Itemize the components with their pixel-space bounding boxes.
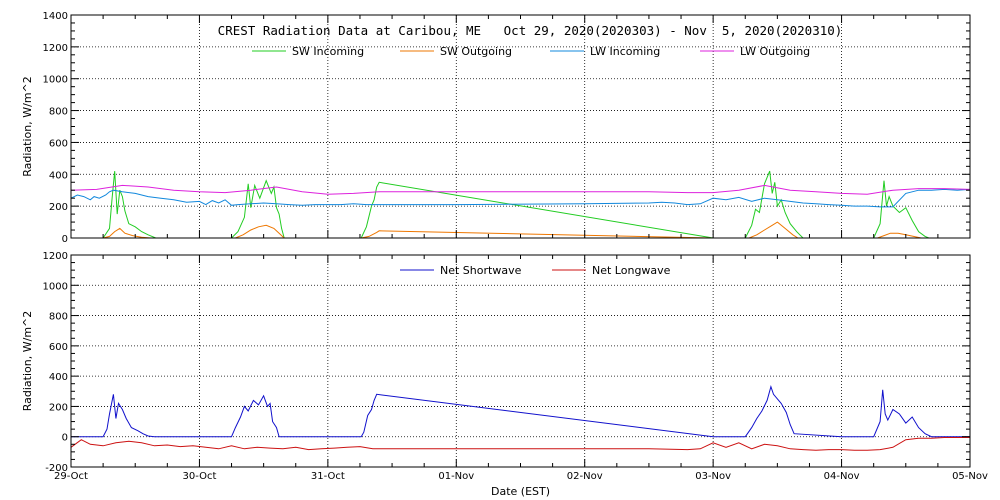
x-tick-label: 02-Nov bbox=[567, 471, 603, 482]
upper-ticks bbox=[70, 14, 971, 239]
x-tick-label: 01-Nov bbox=[438, 471, 474, 482]
legend-label-sw-outgoing: SW Outgoing bbox=[440, 45, 512, 58]
x-tick-label: 31-Oct bbox=[311, 471, 345, 482]
y-tick-label: 600 bbox=[49, 138, 68, 149]
x-tick-label: 05-Nov bbox=[952, 471, 988, 482]
series-line-lw-incoming bbox=[71, 188, 970, 208]
y-tick-label: 1000 bbox=[43, 281, 68, 292]
lower-x-tick-labels: 29-Oct 30-Oct 31-Oct 01-Nov 02-Nov 03-Nov 04-N… bbox=[54, 471, 988, 482]
y-tick-label: 800 bbox=[49, 107, 68, 118]
x-axis-label: Date (EST) bbox=[491, 485, 550, 498]
series-line-net-longwave bbox=[71, 437, 970, 451]
y-tick-label: 800 bbox=[49, 312, 68, 323]
lower-series-lines bbox=[71, 385, 970, 451]
series-line-sw-outgoing bbox=[71, 221, 970, 238]
lower-plot-frame bbox=[70, 254, 971, 468]
y-tick-label: 1200 bbox=[43, 251, 68, 262]
y-tick-label: 600 bbox=[49, 342, 68, 353]
lower-legend: Net Shortwave Net Longwave bbox=[400, 264, 671, 277]
legend-label-lw-incoming: LW Incoming bbox=[590, 45, 660, 58]
y-tick-label: 0 bbox=[62, 234, 68, 245]
series-line-sw-incoming bbox=[71, 170, 970, 238]
x-tick-label: 30-Oct bbox=[182, 471, 216, 482]
x-tick-label: 03-Nov bbox=[695, 471, 731, 482]
upper-y-axis-label: Radiation, W/m^2 bbox=[21, 76, 34, 177]
y-tick-label: 1400 bbox=[43, 11, 68, 22]
y-tick-label: 400 bbox=[49, 372, 68, 383]
y-tick-label: 1200 bbox=[43, 43, 68, 54]
upper-legend: SW Incoming SW Outgoing LW Incoming LW O… bbox=[252, 45, 810, 58]
lower-ticks bbox=[70, 254, 971, 468]
upper-y-tick-labels: 0 200 400 600 800 1000 1200 1400 bbox=[43, 11, 68, 245]
y-tick-label: 1000 bbox=[43, 75, 68, 86]
upper-series-lines bbox=[71, 170, 970, 238]
lower-grid bbox=[71, 255, 970, 467]
y-tick-label: 200 bbox=[49, 402, 68, 413]
legend-label-lw-outgoing: LW Outgoing bbox=[740, 45, 810, 58]
chart-title: CREST Radiation Data at Caribou, ME Oct … bbox=[218, 23, 843, 38]
y-tick-label: 200 bbox=[49, 202, 68, 213]
lower-panel: -200 0 200 400 600 800 1000 1200 29-Oct 30-Oct 31… bbox=[21, 251, 988, 498]
y-tick-label: 400 bbox=[49, 170, 68, 181]
legend-label-net-shortwave: Net Shortwave bbox=[440, 264, 522, 277]
legend-label-sw-incoming: SW Incoming bbox=[292, 45, 364, 58]
series-line-net-shortwave bbox=[71, 385, 970, 438]
x-tick-label: 29-Oct bbox=[54, 471, 88, 482]
x-tick-label: 04-Nov bbox=[824, 471, 860, 482]
y-tick-label: -200 bbox=[45, 463, 68, 474]
y-tick-label: 0 bbox=[62, 433, 68, 444]
lower-y-axis-label: Radiation, W/m^2 bbox=[21, 311, 34, 412]
legend-label-net-longwave: Net Longwave bbox=[592, 264, 671, 277]
upper-panel: 0 200 400 600 800 1000 1200 1400 Radiation, W/m… bbox=[21, 11, 971, 245]
series-line-lw-outgoing bbox=[71, 184, 970, 195]
upper-grid bbox=[71, 15, 970, 238]
lower-y-tick-labels: -200 0 200 400 600 800 1000 1200 bbox=[43, 251, 68, 474]
